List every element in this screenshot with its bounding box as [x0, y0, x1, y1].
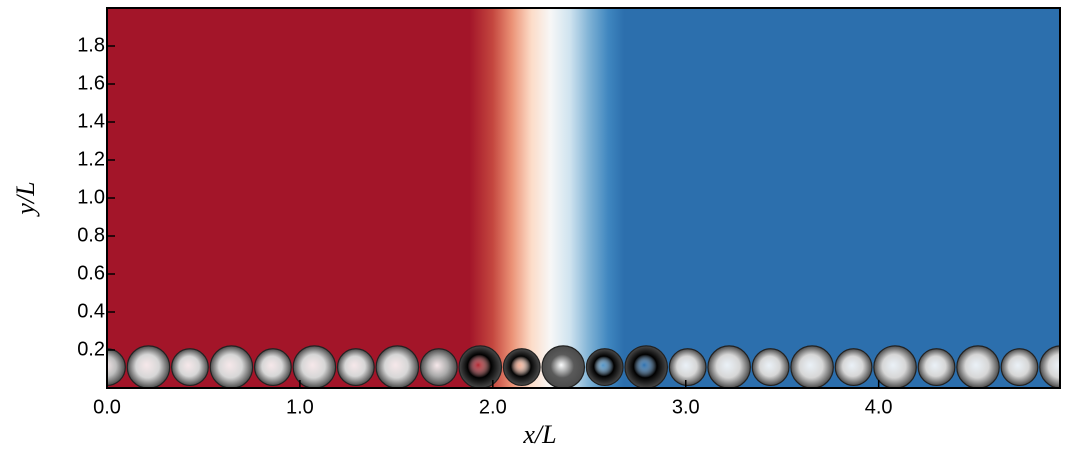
sphere	[171, 348, 209, 387]
sphere	[419, 348, 458, 387]
x-tick-label: 2.0	[479, 396, 507, 418]
sphere	[917, 348, 956, 387]
sphere	[668, 348, 707, 387]
y-tick-label: 0.8	[77, 224, 105, 246]
y-tick-label: 1.0	[77, 186, 105, 208]
y-tick-label: 0.2	[77, 338, 105, 360]
y-tick-label: 0.6	[77, 262, 105, 284]
sphere	[375, 345, 420, 388]
sphere	[790, 345, 834, 388]
plot-frame	[106, 7, 1061, 389]
sphere	[1000, 348, 1039, 387]
sphere	[458, 345, 503, 388]
field	[107, 8, 1060, 388]
sphere	[585, 348, 624, 387]
x-tick-label: 4.0	[865, 396, 893, 418]
x-axis-label: x/L	[522, 420, 556, 449]
sphere	[541, 345, 586, 388]
y-tick-label: 1.2	[77, 148, 105, 170]
sphere	[751, 348, 790, 387]
x-tick-label: 1.0	[286, 396, 314, 418]
x-tick-label: 3.0	[672, 396, 700, 418]
sphere	[126, 345, 171, 388]
y-axis-label: y/L	[11, 181, 40, 217]
y-tick-label: 1.6	[77, 72, 105, 94]
sphere	[956, 345, 1000, 388]
sphere	[253, 348, 292, 387]
sphere	[1039, 345, 1060, 388]
sphere	[209, 345, 254, 388]
y-tick-label: 1.4	[77, 110, 105, 132]
sphere	[292, 345, 337, 388]
y-tick-label: 1.8	[77, 34, 105, 56]
y-tick-label: 0.4	[77, 300, 105, 322]
sphere	[873, 345, 917, 388]
sphere	[624, 345, 669, 388]
sphere	[707, 345, 751, 388]
sphere	[336, 348, 375, 387]
sphere	[834, 348, 873, 387]
sphere	[502, 348, 541, 387]
spheres	[107, 345, 1060, 388]
x-tick-label: 0.0	[93, 396, 121, 418]
